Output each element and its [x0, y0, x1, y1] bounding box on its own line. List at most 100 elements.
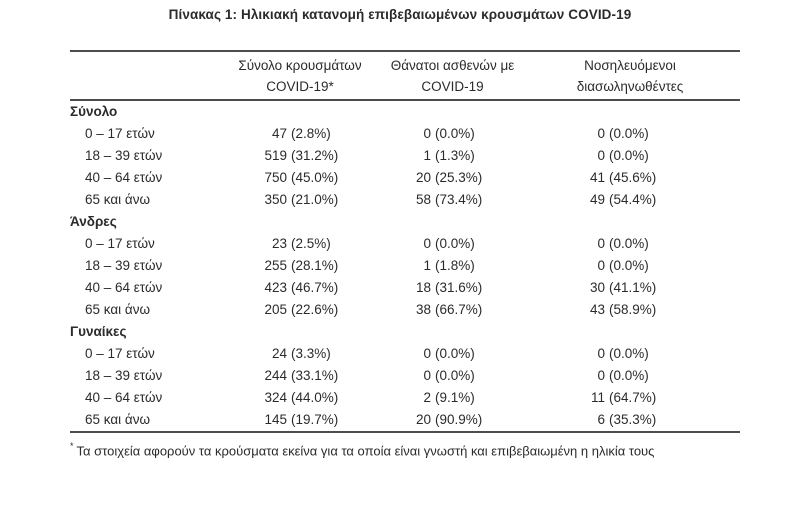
table-cell: 145 (19.7%)	[215, 409, 385, 431]
row-label: 40 – 64 ετών	[85, 280, 163, 295]
cell-percent: (3.3%)	[291, 346, 331, 361]
row-label: 18 – 39 ετών	[85, 368, 163, 383]
cell-percent: (21.0%)	[291, 192, 339, 207]
section-label: Σύνολο	[70, 104, 118, 119]
row-label: 18 – 39 ετών	[85, 148, 163, 163]
cell-percent: (0.0%)	[435, 368, 475, 383]
cell-count: 0	[423, 126, 431, 141]
cell-percent: (0.0%)	[609, 368, 649, 383]
cell-count: 1	[423, 258, 431, 273]
table-cell: 0 (0.0%)	[385, 123, 520, 145]
table-row: 18 – 39 ετών 255 (28.1%) 1 (1.8%) 0 (0.0%)	[70, 255, 740, 277]
cell-count: 244	[264, 368, 287, 383]
table-cell: 205 (22.6%)	[215, 299, 385, 321]
table-cell: 1 (1.3%)	[385, 145, 520, 167]
cell-count: 0	[597, 368, 605, 383]
row-label: 65 και άνω	[85, 192, 151, 207]
cell-percent: (28.1%)	[291, 258, 339, 273]
table-cell: 2 (9.1%)	[385, 387, 520, 409]
table-cell: 41 (45.6%)	[520, 167, 740, 189]
column-header-line: Νοσηλευόμενοι	[584, 57, 676, 73]
cell-percent: (41.1%)	[609, 280, 657, 295]
cell-percent: (54.4%)	[609, 192, 657, 207]
cell-count: 24	[271, 346, 287, 361]
column-header-line: COVID-19*	[266, 78, 334, 94]
cell-count: 0	[597, 148, 605, 163]
cell-count: 2	[423, 390, 431, 405]
row-label: 0 – 17 ετών	[85, 236, 155, 251]
cell-percent: (9.1%)	[435, 390, 475, 405]
cell-percent: (0.0%)	[609, 258, 649, 273]
table-cell: 23 (2.5%)	[215, 233, 385, 255]
cell-percent: (44.0%)	[291, 390, 339, 405]
table-cell: 38 (66.7%)	[385, 299, 520, 321]
table-cell: 0 (0.0%)	[385, 233, 520, 255]
cell-count: 41	[589, 170, 605, 185]
cell-percent: (0.0%)	[435, 346, 475, 361]
table-cell: 43 (58.9%)	[520, 299, 740, 321]
table-row: 40 – 64 ετών 750 (45.0%) 20 (25.3%) 41 (45.6%)	[70, 167, 740, 189]
cell-count: 0	[597, 258, 605, 273]
cell-count: 30	[589, 280, 605, 295]
cell-count: 0	[423, 236, 431, 251]
cell-percent: (19.7%)	[291, 412, 339, 427]
cell-percent: (0.0%)	[609, 346, 649, 361]
table-row: 40 – 64 ετών 423 (46.7%) 18 (31.6%) 30 (41.1%)	[70, 277, 740, 299]
row-label: 18 – 39 ετών	[85, 258, 163, 273]
cell-count: 58	[415, 192, 431, 207]
table-cell: 255 (28.1%)	[215, 255, 385, 277]
column-header-intubated: Νοσηλευόμενοι διασωληνωθέντες	[520, 55, 740, 97]
table-cell: 0 (0.0%)	[385, 365, 520, 387]
cell-count: 423	[264, 280, 287, 295]
cell-count: 38	[415, 302, 431, 317]
table-cell: 350 (21.0%)	[215, 189, 385, 211]
table-cell: 324 (44.0%)	[215, 387, 385, 409]
section-label: Άνδρες	[70, 214, 117, 229]
table-cell: 0 (0.0%)	[385, 343, 520, 365]
table-cell: 47 (2.8%)	[215, 123, 385, 145]
row-label: 65 και άνω	[85, 412, 151, 427]
data-table: Σύνολο κρουσμάτων COVID-19* Θάνατοι ασθε…	[70, 50, 740, 460]
cell-count: 43	[589, 302, 605, 317]
cell-percent: (2.5%)	[291, 236, 331, 251]
cell-percent: (31.2%)	[291, 148, 339, 163]
column-header-total-cases: Σύνολο κρουσμάτων COVID-19*	[215, 55, 385, 97]
cell-percent: (58.9%)	[609, 302, 657, 317]
table-row: 0 – 17 ετών 23 (2.5%) 0 (0.0%) 0 (0.0%)	[70, 233, 740, 255]
cell-percent: (46.7%)	[291, 280, 339, 295]
cell-count: 11	[590, 390, 605, 405]
cell-percent: (2.8%)	[291, 126, 331, 141]
table-row: 40 – 64 ετών 324 (44.0%) 2 (9.1%) 11 (64.7%)	[70, 387, 740, 409]
cell-count: 20	[415, 412, 431, 427]
table-cell: 0 (0.0%)	[520, 233, 740, 255]
cell-count: 750	[264, 170, 287, 185]
table-cell: 0 (0.0%)	[520, 365, 740, 387]
table-cell: 18 (31.6%)	[385, 277, 520, 299]
table-cell: 0 (0.0%)	[520, 123, 740, 145]
cell-count: 0	[597, 126, 605, 141]
column-header-deaths: Θάνατοι ασθενών με COVID-19	[385, 55, 520, 97]
cell-percent: (25.3%)	[435, 170, 483, 185]
footnote-marker: *	[70, 441, 74, 451]
cell-percent: (33.1%)	[291, 368, 339, 383]
table-cell: 58 (73.4%)	[385, 189, 520, 211]
table-cell: 20 (25.3%)	[385, 167, 520, 189]
cell-percent: (0.0%)	[435, 236, 475, 251]
table-cell: 11 (64.7%)	[520, 387, 740, 409]
table-row: 0 – 17 ετών 24 (3.3%) 0 (0.0%) 0 (0.0%)	[70, 343, 740, 365]
cell-percent: (35.3%)	[609, 412, 657, 427]
row-label: 0 – 17 ετών	[85, 346, 155, 361]
table-cell: 0 (0.0%)	[520, 255, 740, 277]
table-cell: 244 (33.1%)	[215, 365, 385, 387]
cell-percent: (1.8%)	[435, 258, 475, 273]
cell-count: 20	[415, 170, 431, 185]
table-cell: 49 (54.4%)	[520, 189, 740, 211]
table-cell: 519 (31.2%)	[215, 145, 385, 167]
cell-percent: (66.7%)	[435, 302, 483, 317]
table-row: 65 και άνω 145 (19.7%) 20 (90.9%) 6 (35.3%)	[70, 409, 740, 431]
cell-count: 255	[264, 258, 287, 273]
cell-percent: (0.0%)	[435, 126, 475, 141]
column-header-line: Θάνατοι ασθενών με	[390, 57, 515, 73]
cell-percent: (0.0%)	[609, 148, 649, 163]
